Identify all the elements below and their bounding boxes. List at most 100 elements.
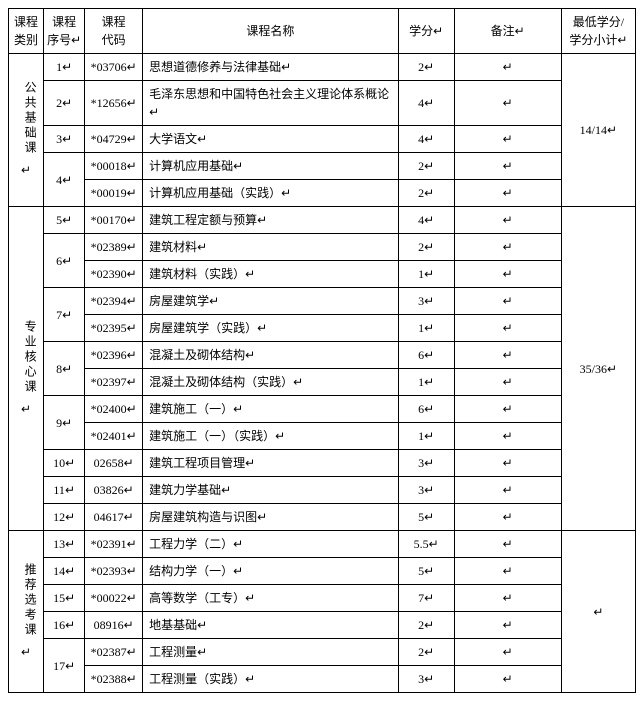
- name-cell: 结构力学（一）↵: [143, 558, 399, 585]
- seq-cell: 11↵: [44, 477, 85, 504]
- note-cell: ↵: [454, 126, 561, 153]
- name-cell: 建筑材料↵: [143, 234, 399, 261]
- curriculum-table: 课程类别 课程序号↵ 课程代码 课程名称 学分↵ 备注↵ 最低学分/学分小计↵ …: [8, 8, 636, 693]
- name-cell: 工程力学（二）↵: [143, 531, 399, 558]
- code-cell: *02391↵: [85, 531, 143, 558]
- name-cell: 思想道德修养与法律基础↵: [143, 54, 399, 81]
- code-cell: *00022↵: [85, 585, 143, 612]
- seq-cell: 6↵: [44, 234, 85, 288]
- header-credit: 学分↵: [398, 9, 454, 54]
- credit-cell: 4↵: [398, 207, 454, 234]
- table-body: 公共基础课↵1↵*03706↵思想道德修养与法律基础↵2↵↵14/14↵2↵*1…: [9, 54, 636, 693]
- seq-cell: 17↵: [44, 639, 85, 693]
- note-cell: ↵: [454, 261, 561, 288]
- table-row: 10↵02658↵建筑工程项目管理↵3↵↵: [9, 450, 636, 477]
- credit-cell: 3↵: [398, 450, 454, 477]
- credit-cell: 2↵: [398, 612, 454, 639]
- seq-cell: 7↵: [44, 288, 85, 342]
- code-cell: *03706↵: [85, 54, 143, 81]
- name-cell: 工程测量↵: [143, 639, 399, 666]
- header-name: 课程名称: [143, 9, 399, 54]
- seq-cell: 15↵: [44, 585, 85, 612]
- code-cell: *02388↵: [85, 666, 143, 693]
- subtotal-cell: ↵: [561, 531, 635, 693]
- code-cell: *12656↵: [85, 81, 143, 126]
- seq-cell: 1↵: [44, 54, 85, 81]
- code-cell: *04729↵: [85, 126, 143, 153]
- note-cell: ↵: [454, 477, 561, 504]
- table-header: 课程类别 课程序号↵ 课程代码 课程名称 学分↵ 备注↵ 最低学分/学分小计↵: [9, 9, 636, 54]
- code-cell: *02389↵: [85, 234, 143, 261]
- subtotal-cell: 14/14↵: [561, 54, 635, 207]
- credit-cell: 4↵: [398, 126, 454, 153]
- header-code: 课程代码: [85, 9, 143, 54]
- name-cell: 混凝土及砌体结构（实践）↵: [143, 369, 399, 396]
- table-row: 6↵*02389↵建筑材料↵2↵↵: [9, 234, 636, 261]
- code-cell: *02396↵: [85, 342, 143, 369]
- code-cell: *02394↵: [85, 288, 143, 315]
- category-cell: 推荐选考课↵: [9, 531, 44, 693]
- credit-cell: 1↵: [398, 261, 454, 288]
- name-cell: 混凝土及砌体结构↵: [143, 342, 399, 369]
- note-cell: ↵: [454, 585, 561, 612]
- note-cell: ↵: [454, 531, 561, 558]
- code-cell: 08916↵: [85, 612, 143, 639]
- name-cell: 地基基础↵: [143, 612, 399, 639]
- table-row: 3↵*04729↵大学语文↵4↵↵: [9, 126, 636, 153]
- table-row: 8↵*02396↵混凝土及砌体结构↵6↵↵: [9, 342, 636, 369]
- table-row: 公共基础课↵1↵*03706↵思想道德修养与法律基础↵2↵↵14/14↵: [9, 54, 636, 81]
- table-row: 专业核心课↵5↵*00170↵建筑工程定额与预算↵4↵↵35/36↵: [9, 207, 636, 234]
- credit-cell: 1↵: [398, 423, 454, 450]
- seq-cell: 5↵: [44, 207, 85, 234]
- table-row: 11↵03826↵建筑力学基础↵3↵↵: [9, 477, 636, 504]
- header-subtotal: 最低学分/学分小计↵: [561, 9, 635, 54]
- note-cell: ↵: [454, 288, 561, 315]
- code-cell: *02401↵: [85, 423, 143, 450]
- credit-cell: 5.5↵: [398, 531, 454, 558]
- table-row: *00019↵计算机应用基础（实践）↵2↵↵: [9, 180, 636, 207]
- note-cell: ↵: [454, 423, 561, 450]
- seq-cell: 3↵: [44, 126, 85, 153]
- code-cell: *00019↵: [85, 180, 143, 207]
- name-cell: 计算机应用基础↵: [143, 153, 399, 180]
- code-cell: 04617↵: [85, 504, 143, 531]
- seq-cell: 13↵: [44, 531, 85, 558]
- code-cell: *00018↵: [85, 153, 143, 180]
- credit-cell: 6↵: [398, 396, 454, 423]
- table-row: 17↵*02387↵工程测量↵2↵↵: [9, 639, 636, 666]
- seq-cell: 8↵: [44, 342, 85, 396]
- name-cell: 房屋建筑学（实践）↵: [143, 315, 399, 342]
- header-seq: 课程序号↵: [44, 9, 85, 54]
- code-cell: *02387↵: [85, 639, 143, 666]
- name-cell: 高等数学（工专）↵: [143, 585, 399, 612]
- note-cell: ↵: [454, 81, 561, 126]
- name-cell: 工程测量（实践）↵: [143, 666, 399, 693]
- note-cell: ↵: [454, 504, 561, 531]
- table-row: *02390↵建筑材料（实践）↵1↵↵: [9, 261, 636, 288]
- note-cell: ↵: [454, 180, 561, 207]
- code-cell: *00170↵: [85, 207, 143, 234]
- note-cell: ↵: [454, 234, 561, 261]
- credit-cell: 1↵: [398, 369, 454, 396]
- note-cell: ↵: [454, 207, 561, 234]
- subtotal-cell: 35/36↵: [561, 207, 635, 531]
- code-cell: 03826↵: [85, 477, 143, 504]
- table-row: 7↵*02394↵房屋建筑学↵3↵↵: [9, 288, 636, 315]
- credit-cell: 3↵: [398, 477, 454, 504]
- seq-cell: 10↵: [44, 450, 85, 477]
- seq-cell: 14↵: [44, 558, 85, 585]
- name-cell: 房屋建筑构造与识图↵: [143, 504, 399, 531]
- seq-cell: 2↵: [44, 81, 85, 126]
- name-cell: 建筑施工（一）（实践）↵: [143, 423, 399, 450]
- category-cell: 专业核心课↵: [9, 207, 44, 531]
- note-cell: ↵: [454, 153, 561, 180]
- code-cell: *02390↵: [85, 261, 143, 288]
- name-cell: 毛泽东思想和中国特色社会主义理论体系概论↵: [143, 81, 399, 126]
- table-row: 4↵*00018↵计算机应用基础↵2↵↵: [9, 153, 636, 180]
- credit-cell: 3↵: [398, 666, 454, 693]
- table-row: 15↵*00022↵高等数学（工专）↵7↵↵: [9, 585, 636, 612]
- credit-cell: 2↵: [398, 639, 454, 666]
- code-cell: 02658↵: [85, 450, 143, 477]
- name-cell: 建筑材料（实践）↵: [143, 261, 399, 288]
- header-note: 备注↵: [454, 9, 561, 54]
